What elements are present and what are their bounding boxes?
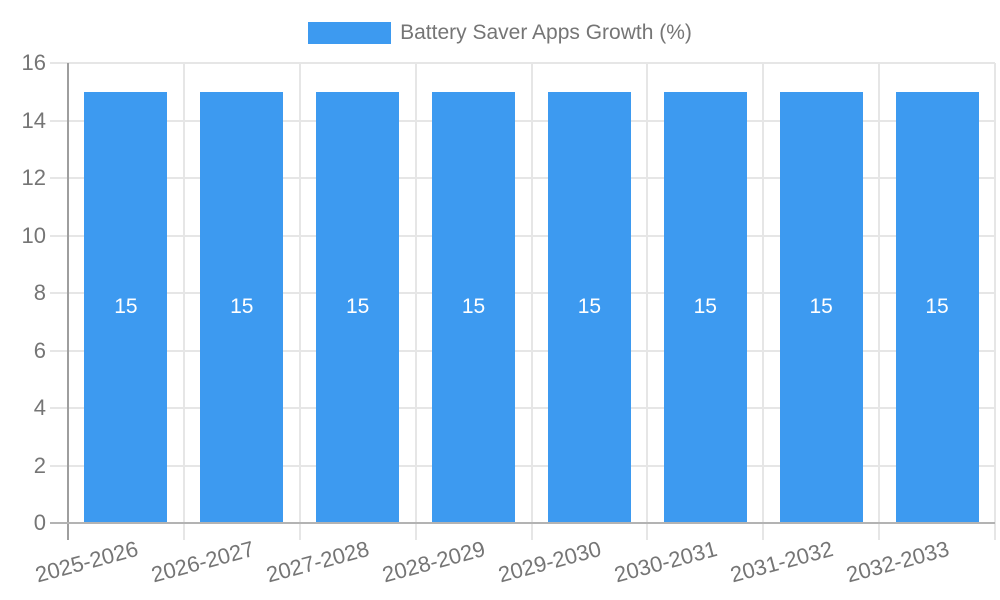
- y-tick-label: 2: [33, 452, 46, 478]
- y-gridline: [50, 234, 995, 237]
- y-gridline: [50, 407, 995, 409]
- bar: [432, 91, 516, 523]
- bar-value-label: 15: [809, 295, 833, 319]
- y-tick-label: 8: [33, 280, 46, 305]
- bar: [895, 91, 979, 523]
- x-tick-label: 2025-2026: [32, 536, 141, 588]
- bar-value-label: 15: [693, 295, 717, 319]
- x-tick-label: 2031-2032: [727, 536, 836, 588]
- y-tick-label: 12: [21, 165, 46, 190]
- bar-value-label: 15: [346, 295, 370, 319]
- y-gridline: [50, 177, 995, 179]
- y-tick-label: 6: [33, 337, 46, 363]
- bar: [547, 91, 631, 523]
- x-tick-label: 2032-2033: [843, 536, 952, 588]
- bar: [779, 91, 863, 523]
- bar-value-label: 15: [114, 295, 138, 319]
- y-gridline: [50, 464, 995, 467]
- bar: [200, 91, 284, 523]
- x-gridline: [646, 63, 649, 540]
- bar: [663, 91, 747, 523]
- legend-label: Battery Saver Apps Growth (%): [400, 21, 692, 44]
- x-gridline: [298, 63, 301, 540]
- y-gridline: [50, 292, 995, 294]
- y-tick-label: 10: [21, 222, 46, 248]
- bar-value-label: 15: [925, 295, 949, 319]
- x-tick-label: 2026-2027: [148, 536, 257, 588]
- x-gridline: [414, 63, 417, 540]
- y-tick-label: 0: [33, 510, 46, 535]
- x-tick-label: 2030-2031: [611, 536, 720, 588]
- x-gridline: [994, 63, 996, 540]
- y-tick-label: 4: [33, 395, 46, 420]
- x-tick-label: 2027-2028: [264, 536, 373, 588]
- y-gridline: [50, 62, 995, 64]
- x-gridline: [182, 63, 185, 540]
- x-gridline: [762, 63, 765, 540]
- chart-legend: Battery Saver Apps Growth (%): [0, 21, 1000, 45]
- y-gridline: [50, 349, 995, 352]
- y-axis-line: [67, 63, 69, 540]
- bar-value-label: 15: [577, 295, 602, 319]
- y-gridline: [50, 119, 995, 122]
- y-tick-label: 14: [21, 107, 46, 133]
- x-axis-baseline: [50, 522, 995, 524]
- y-tick-label: 16: [21, 50, 46, 75]
- x-gridline: [530, 63, 533, 540]
- legend-swatch: [308, 22, 392, 44]
- bar-value-label: 15: [461, 295, 486, 319]
- x-tick-label: 2029-2030: [495, 536, 604, 588]
- bar-value-label: 15: [230, 295, 254, 319]
- x-tick-label: 2028-2029: [379, 536, 489, 588]
- bar: [84, 91, 168, 523]
- bar: [316, 91, 400, 523]
- x-gridline: [878, 63, 881, 540]
